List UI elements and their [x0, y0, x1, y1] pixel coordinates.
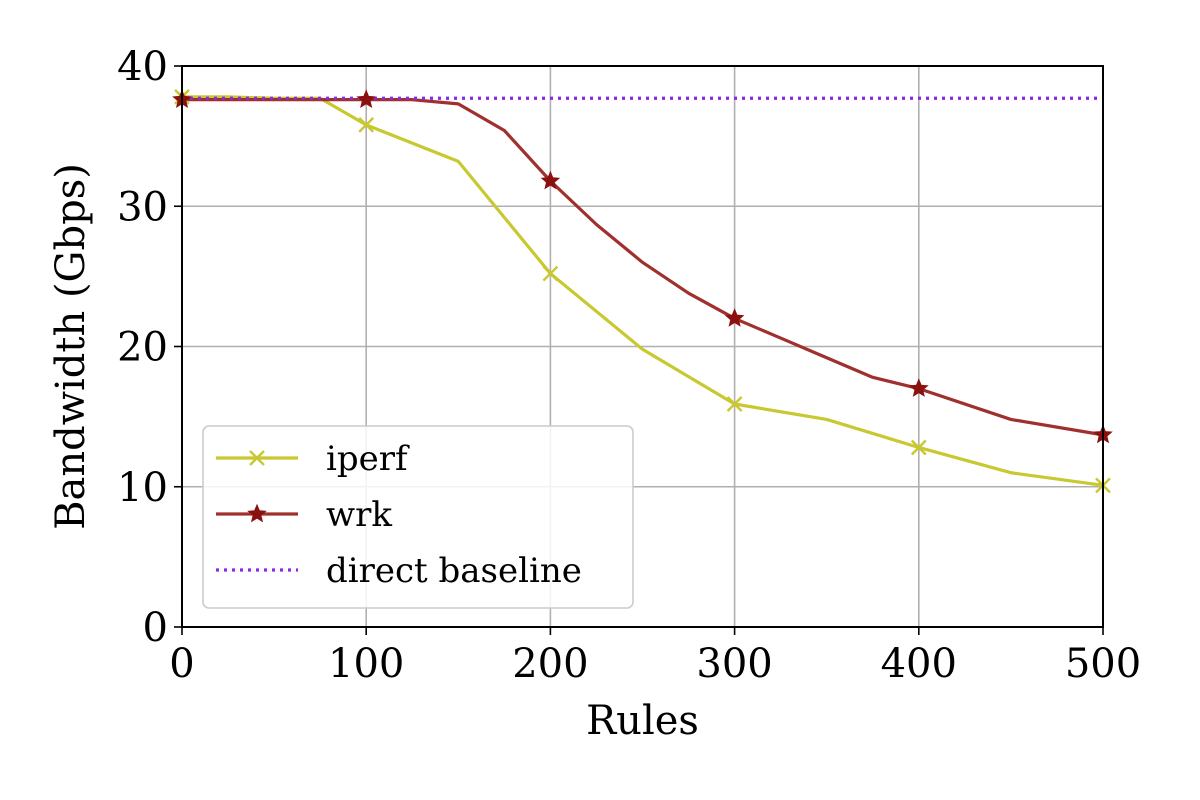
- marker-stroke: [542, 265, 559, 282]
- data-point-0: [726, 396, 743, 412]
- legend-marker-1: [247, 503, 267, 523]
- y-tick-label: 40: [117, 44, 168, 90]
- data-point-0: [358, 117, 375, 133]
- data-point-1: [356, 89, 376, 108]
- y-tick-label: 0: [143, 605, 168, 651]
- x-axis-label: Rules: [586, 698, 699, 744]
- x-tick-label: 0: [169, 641, 194, 687]
- x-tick-label: 300: [696, 641, 772, 687]
- y-tick-label: 10: [117, 465, 168, 511]
- y-tick-label: 20: [117, 325, 168, 371]
- data-point-1: [724, 308, 745, 327]
- x-tick-label: 100: [328, 641, 404, 687]
- legend-label-2: direct baseline: [326, 551, 582, 591]
- legend-box: [202, 425, 634, 609]
- y-axis-label: Bandwidth (Gbps): [48, 163, 94, 530]
- data-point-1: [909, 378, 929, 397]
- x-tick-label: 500: [1065, 641, 1141, 687]
- marker-stroke: [249, 450, 265, 466]
- x-tick-label: 400: [881, 641, 957, 687]
- data-point-1: [540, 170, 561, 190]
- data-point-0: [910, 439, 927, 456]
- legend-label-0: iperf: [326, 439, 410, 479]
- marker-stroke: [358, 117, 375, 133]
- plot-lines: [182, 95, 1104, 487]
- plot-markers: [172, 89, 1113, 494]
- legend-marker-0: [249, 450, 265, 466]
- x-tick-label: 200: [512, 641, 588, 687]
- axis-ticks: 0 100 200 300 400 500 0 10 20 30 40: [117, 44, 1141, 687]
- marker-stroke: [910, 439, 927, 456]
- data-point-0: [542, 265, 559, 282]
- y-tick-label: 30: [117, 184, 168, 230]
- legend-label-1: wrk: [326, 495, 392, 535]
- marker-stroke: [726, 396, 743, 412]
- legend: iperf wrk direct baseline: [202, 425, 634, 609]
